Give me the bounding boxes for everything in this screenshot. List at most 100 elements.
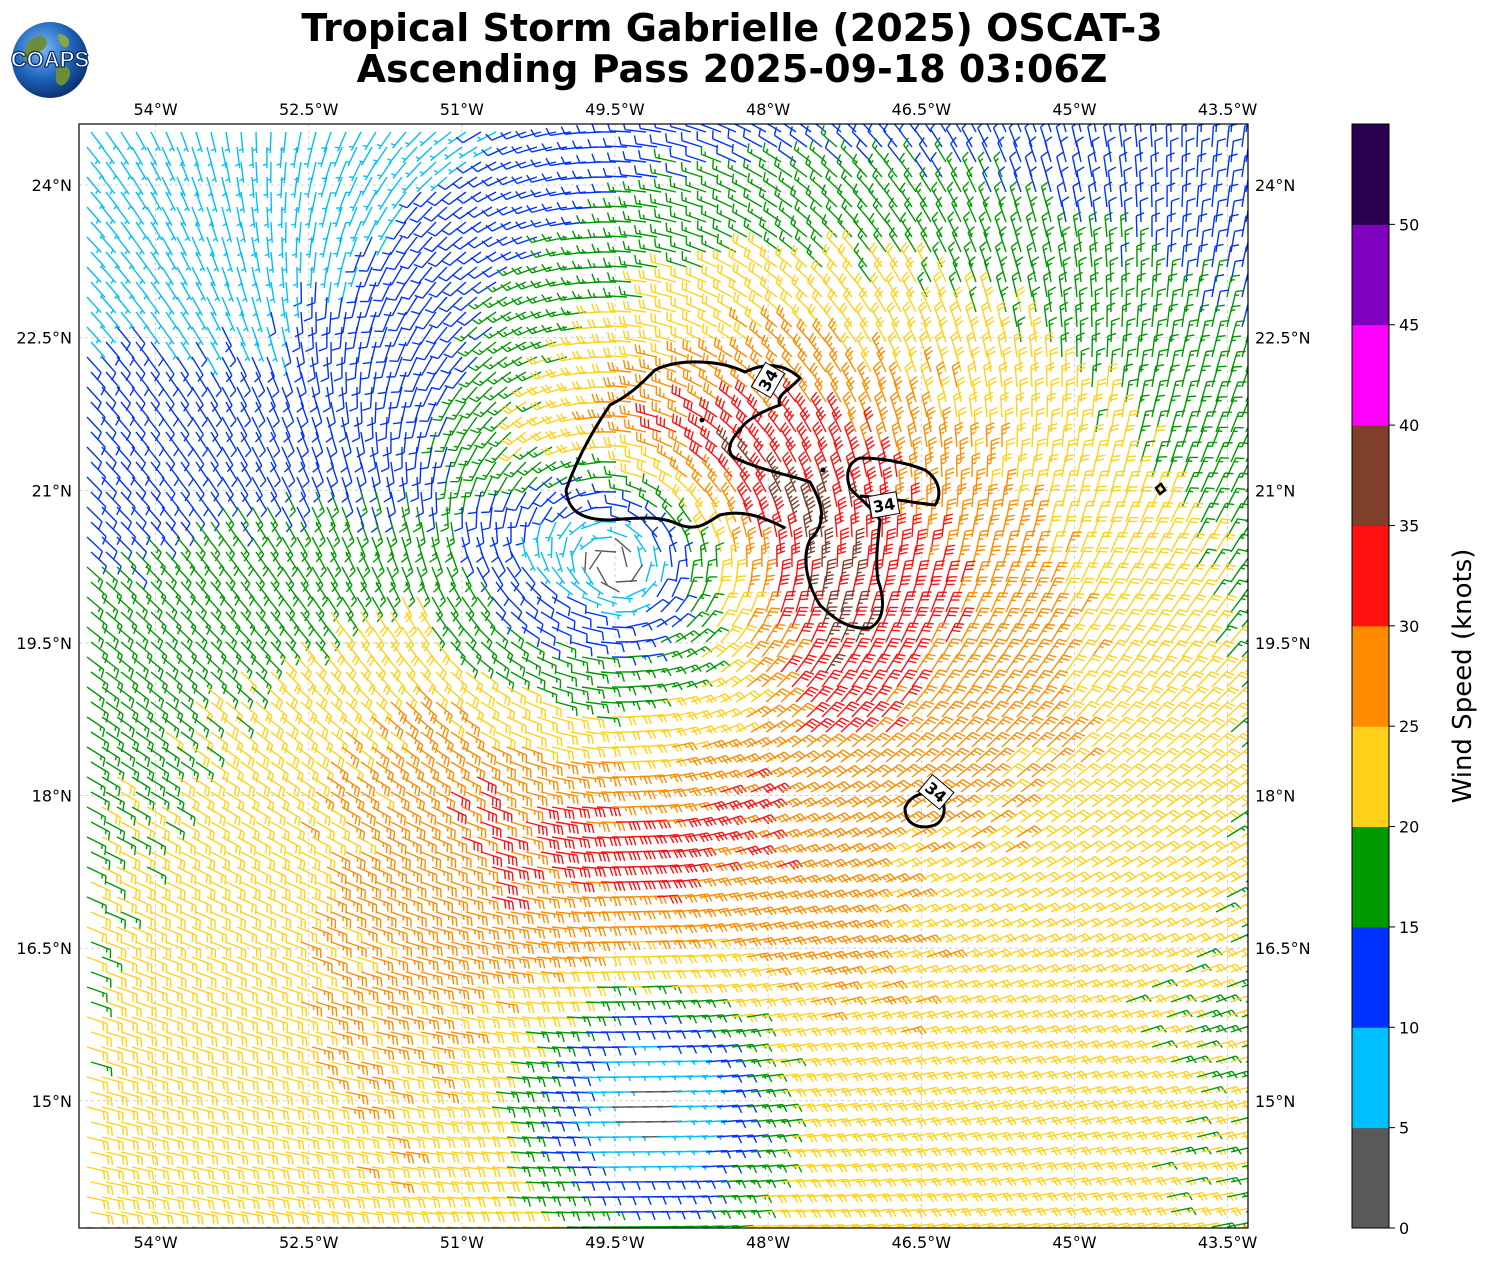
wind-barb bbox=[700, 205, 722, 223]
wind-barb bbox=[1028, 136, 1037, 163]
wind-barb bbox=[252, 131, 258, 154]
wind-barb bbox=[883, 152, 898, 178]
wind-barb bbox=[993, 151, 1003, 178]
wind-barb bbox=[303, 146, 313, 168]
wind-barb bbox=[374, 236, 388, 256]
wind-barb bbox=[373, 206, 388, 226]
wind-barb bbox=[526, 204, 553, 214]
wind-barb bbox=[530, 219, 557, 228]
wind-barb bbox=[622, 181, 647, 193]
wind-barb bbox=[210, 191, 218, 213]
wind-barb bbox=[90, 221, 106, 239]
wind-barb bbox=[221, 146, 227, 168]
wind-barb bbox=[1072, 181, 1081, 208]
wind-barb bbox=[511, 206, 538, 215]
wind-barb bbox=[1226, 153, 1238, 178]
wind-barb bbox=[919, 196, 932, 223]
wind-barb bbox=[455, 131, 482, 144]
wind-barb bbox=[496, 176, 523, 186]
wind-barb bbox=[276, 176, 283, 199]
wind-barb bbox=[1138, 136, 1148, 163]
wind-barb bbox=[1008, 151, 1018, 178]
wind-barb bbox=[409, 206, 433, 223]
wind-barb bbox=[335, 161, 347, 182]
wind-barb bbox=[789, 155, 808, 178]
wind-barb bbox=[747, 172, 767, 193]
wind-barb bbox=[419, 131, 437, 147]
wind-barb bbox=[377, 221, 392, 241]
wind-barb bbox=[966, 166, 977, 193]
wind-barb bbox=[530, 129, 557, 138]
wind-barb bbox=[685, 146, 707, 163]
wind-barb bbox=[622, 124, 647, 133]
wind-barb bbox=[774, 156, 793, 178]
wind-barb bbox=[798, 124, 812, 133]
wind-barb bbox=[101, 146, 115, 165]
wind-barb bbox=[556, 232, 583, 241]
wind-barb bbox=[101, 206, 116, 225]
wind-barb bbox=[950, 136, 962, 163]
wind-barb bbox=[530, 189, 557, 198]
wind-barb bbox=[350, 221, 362, 242]
wind-barb bbox=[935, 196, 947, 223]
wind-barb bbox=[1150, 152, 1160, 178]
wind-barb bbox=[362, 131, 377, 151]
wind-barb bbox=[681, 191, 703, 208]
wind-barb bbox=[335, 131, 347, 152]
wind-barb bbox=[1013, 196, 1022, 223]
wind-barb bbox=[716, 144, 737, 163]
wind-barb bbox=[977, 124, 988, 148]
wind-barb bbox=[180, 221, 191, 242]
wind-barb bbox=[249, 176, 255, 198]
wind-barb bbox=[1245, 759, 1248, 763]
wind-barb bbox=[360, 206, 373, 227]
wind-barb bbox=[633, 224, 658, 238]
wind-barb bbox=[606, 212, 632, 223]
wind-barb bbox=[423, 236, 448, 253]
wind-barb bbox=[903, 137, 917, 163]
wind-barb bbox=[618, 196, 643, 208]
wind-barb bbox=[135, 131, 147, 151]
wind-barb bbox=[618, 226, 643, 238]
wind-barb bbox=[248, 146, 255, 169]
wind-barb bbox=[236, 206, 242, 228]
wind-barb bbox=[165, 191, 176, 212]
wind-barb bbox=[696, 220, 718, 238]
wind-barb bbox=[335, 191, 347, 212]
wind-barb bbox=[591, 124, 617, 133]
wind-barb bbox=[1139, 197, 1149, 223]
wind-barb bbox=[1139, 166, 1148, 193]
wind-barb bbox=[409, 236, 433, 254]
wind-barb bbox=[1230, 124, 1233, 133]
wind-barb bbox=[1170, 167, 1180, 193]
wind-barb bbox=[210, 221, 219, 243]
wind-barb bbox=[90, 191, 106, 210]
wind-barb bbox=[961, 124, 973, 148]
wind-barb bbox=[224, 131, 231, 153]
wind-barb bbox=[1118, 151, 1128, 178]
wind-barb bbox=[685, 206, 707, 223]
wind-barb bbox=[291, 236, 298, 259]
wind-barb bbox=[349, 161, 362, 182]
wind-barb bbox=[1245, 699, 1248, 703]
wind-barb bbox=[1215, 198, 1228, 223]
wind-barb bbox=[423, 206, 448, 222]
wind-barb bbox=[131, 176, 144, 196]
wind-barb bbox=[1091, 136, 1100, 163]
wind-barb bbox=[401, 176, 418, 194]
wind-barb bbox=[591, 213, 617, 223]
wind-barb bbox=[793, 140, 812, 163]
wind-barb bbox=[427, 221, 452, 237]
wind-barb bbox=[105, 191, 120, 210]
wind-barb bbox=[405, 131, 422, 148]
wind-barb bbox=[940, 124, 947, 133]
wind-barb bbox=[712, 219, 733, 238]
wind-barb bbox=[131, 206, 145, 226]
wind-barb bbox=[669, 147, 692, 163]
wind-barb bbox=[235, 176, 241, 198]
wind-barbs bbox=[86, 124, 1248, 1228]
wind-barb bbox=[743, 187, 763, 208]
wind-barb bbox=[1245, 1030, 1248, 1033]
wind-barb bbox=[318, 206, 328, 228]
wind-barb bbox=[638, 209, 662, 223]
